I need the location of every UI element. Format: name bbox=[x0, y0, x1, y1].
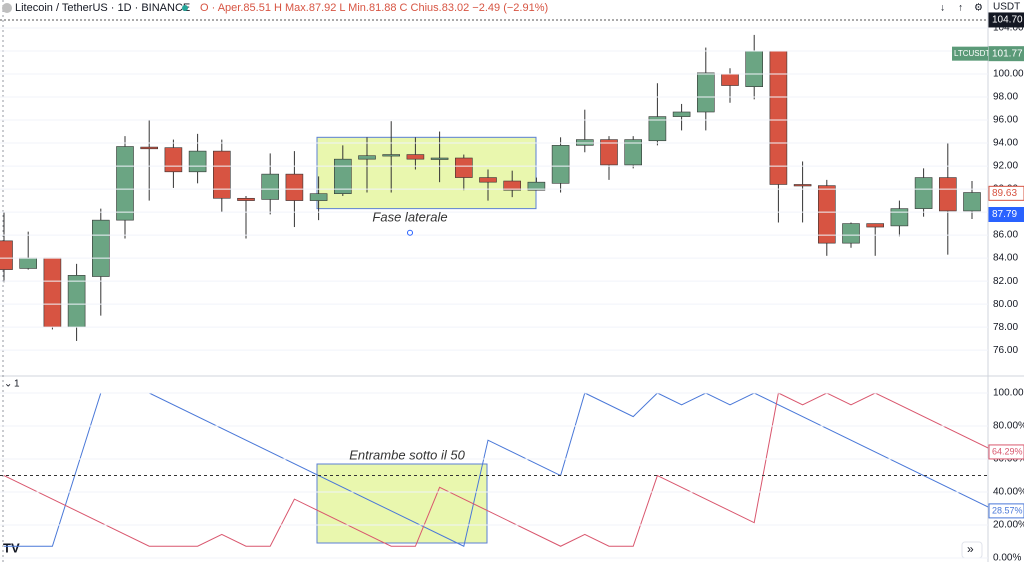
candle-body bbox=[769, 50, 788, 185]
candle-body bbox=[67, 275, 86, 328]
annotation: Fase laterale bbox=[372, 209, 447, 224]
price-label: 104.70 bbox=[992, 15, 1023, 26]
price-label-bg bbox=[988, 207, 1024, 223]
y-tick-label: 0.00% bbox=[993, 553, 1021, 562]
symbol-label-bg bbox=[952, 46, 988, 61]
indicator-line bbox=[3, 392, 988, 547]
candle-body bbox=[261, 173, 280, 200]
candle-body bbox=[793, 184, 812, 187]
candle-body bbox=[890, 208, 909, 227]
candle-body bbox=[237, 197, 255, 201]
candle-body bbox=[188, 150, 207, 173]
candle-body bbox=[43, 257, 62, 328]
candle-body bbox=[745, 50, 764, 87]
symbol-icon bbox=[2, 3, 12, 13]
candle-body bbox=[817, 185, 836, 244]
symbol-label: LTCUSDT bbox=[954, 49, 990, 58]
collapse-icon[interactable]: ⌄ bbox=[4, 379, 12, 390]
y-tick-label: 92.00 bbox=[993, 161, 1018, 172]
candle-body bbox=[19, 257, 38, 269]
candle-body bbox=[116, 146, 134, 221]
candle-body bbox=[963, 192, 981, 212]
candle-body bbox=[92, 219, 110, 277]
price-label-bg bbox=[988, 12, 1024, 28]
y-tick-label: 84.00 bbox=[993, 253, 1018, 264]
arrow-icon[interactable]: ↓ bbox=[940, 3, 945, 14]
candle-body bbox=[430, 157, 449, 160]
candle-body bbox=[213, 150, 231, 199]
price-label: 87.79 bbox=[992, 209, 1017, 220]
plot bbox=[0, 34, 988, 547]
ohlc-legend: O · Aper.85.51 H Max.87.92 L Min.81.88 C… bbox=[200, 2, 548, 14]
annotation-handle bbox=[407, 229, 413, 236]
status-dot bbox=[182, 5, 188, 11]
logo[interactable]: TV bbox=[3, 540, 20, 555]
currency[interactable]: USDT bbox=[993, 2, 1020, 13]
value-label-bg bbox=[988, 444, 1024, 460]
y-tick-label: 76.00 bbox=[993, 345, 1018, 356]
price-label: 101.77 bbox=[992, 48, 1023, 59]
annotation-box bbox=[316, 463, 488, 544]
price-label-bg bbox=[988, 185, 1024, 201]
candle-body bbox=[382, 154, 401, 157]
y-tick-label: 82.00 bbox=[993, 276, 1018, 287]
y-tick-label: 86.00 bbox=[993, 230, 1018, 241]
value-label-bg bbox=[988, 503, 1024, 519]
candle-body bbox=[842, 223, 860, 244]
y-tick-label: 96.00 bbox=[993, 115, 1018, 126]
candle-body bbox=[551, 145, 570, 184]
candle-body bbox=[406, 154, 425, 160]
annotation-box bbox=[316, 136, 537, 210]
candle-body bbox=[600, 139, 618, 166]
y-tick-label: 80.00% bbox=[993, 421, 1024, 432]
value-label: 64.29% bbox=[992, 446, 1023, 456]
price-label: 89.63 bbox=[992, 188, 1017, 199]
y-tick-label: 100.00 bbox=[993, 69, 1024, 80]
candle-body bbox=[624, 139, 643, 166]
candle-body bbox=[333, 158, 352, 194]
candle-body bbox=[866, 223, 885, 228]
candle-body bbox=[358, 155, 376, 160]
candle-body bbox=[140, 146, 158, 150]
candle-body bbox=[672, 111, 691, 117]
candle-body bbox=[454, 157, 473, 178]
y-tick-label: 78.00 bbox=[993, 322, 1018, 333]
y-tick-label: 94.00 bbox=[993, 138, 1018, 149]
candle-body bbox=[503, 180, 522, 191]
candle-body bbox=[721, 73, 739, 86]
candle-body bbox=[938, 177, 957, 212]
symbol-title[interactable]: Litecoin / TetherUS · 1D · BINANCE bbox=[15, 2, 190, 14]
pane-label: 1 bbox=[14, 379, 20, 390]
y-tick-label: 100.00% bbox=[993, 388, 1024, 399]
candle-body bbox=[914, 177, 933, 209]
candle-body bbox=[527, 181, 546, 191]
price-label-bg bbox=[988, 46, 1024, 62]
arrow-icon[interactable]: ↑ bbox=[958, 3, 963, 14]
candle-body bbox=[309, 193, 328, 201]
candle-body bbox=[696, 72, 715, 113]
y-tick-label: 80.00 bbox=[993, 299, 1018, 310]
settings-icon[interactable]: ⚙ bbox=[974, 3, 983, 14]
scroll-icon[interactable]: » bbox=[967, 542, 974, 556]
candle-body bbox=[164, 147, 183, 173]
value-label: 28.57% bbox=[992, 505, 1023, 515]
y-tick-label: 40.00% bbox=[993, 487, 1024, 498]
y-tick-label: 104.00 bbox=[993, 23, 1024, 34]
candle-body bbox=[575, 139, 594, 146]
candle-body bbox=[479, 177, 497, 183]
annotation: Entrambe sotto il 50 bbox=[349, 447, 465, 462]
candle-body bbox=[285, 173, 304, 201]
y-tick-label: 98.00 bbox=[993, 92, 1018, 103]
candle-body bbox=[648, 116, 667, 142]
y-tick-label: 20.00% bbox=[993, 520, 1024, 531]
candle-body bbox=[0, 240, 13, 270]
